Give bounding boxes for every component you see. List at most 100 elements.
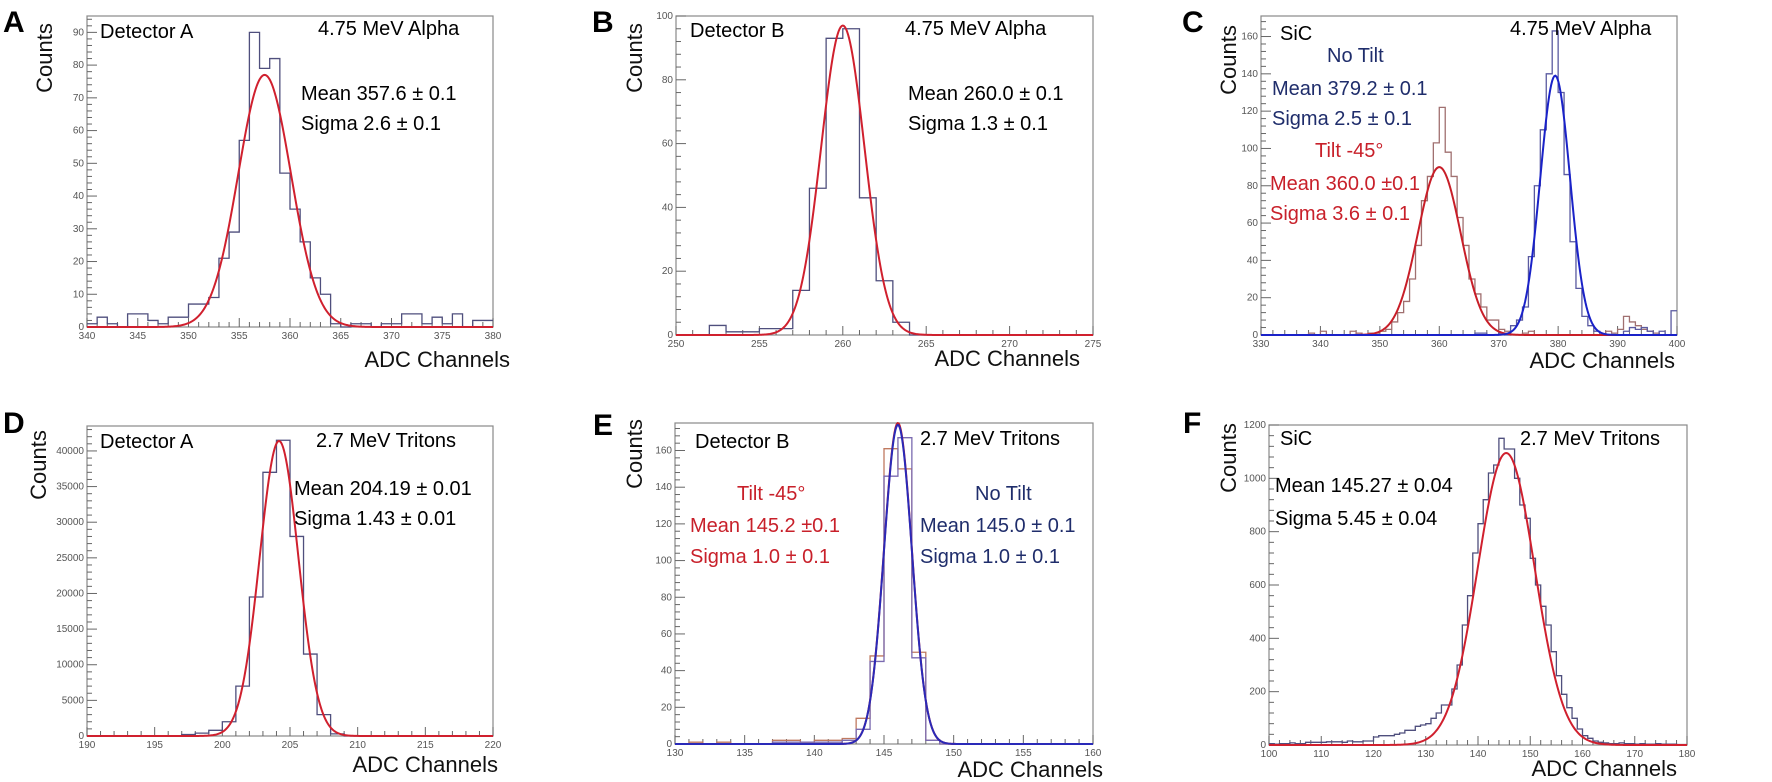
annotation-text: Mean 379.2 ± 0.1 (1272, 78, 1428, 100)
y-tick-label: 120 (655, 519, 672, 530)
y-tick-label: 160 (655, 446, 672, 457)
x-tick-label: 345 (129, 331, 146, 342)
y-tick-label: 30 (73, 224, 85, 235)
y-tick-label: 40000 (56, 446, 84, 457)
plot-frame (1268, 424, 1688, 746)
y-tick-label: 400 (1249, 633, 1266, 644)
y-tick-label: 80 (661, 592, 673, 603)
x-tick-label: 270 (1001, 339, 1018, 350)
x-tick-label: 330 (1253, 339, 1270, 350)
x-tick-label: 350 (1372, 339, 1389, 350)
y-tick-label: 100 (1241, 143, 1258, 154)
y-tick-label: 800 (1249, 527, 1266, 538)
y-axis-title: Counts (622, 419, 647, 489)
x-tick-label: 360 (282, 331, 299, 342)
x-tick-label: 135 (736, 748, 753, 759)
annotation-text: SiC (1280, 428, 1312, 450)
x-tick-label: 210 (349, 740, 366, 751)
annotation-text: Mean 360.0 ±0.1 (1270, 173, 1420, 195)
x-tick-label: 380 (1550, 339, 1567, 350)
annotation-text: Mean 357.6 ± 0.1 (301, 83, 457, 105)
x-tick-label: 400 (1669, 339, 1686, 350)
x-tick-label: 110 (1313, 749, 1329, 760)
annotation-text: Sigma 2.6 ± 0.1 (301, 113, 441, 135)
x-tick-label: 150 (1522, 749, 1539, 760)
annotation-text: 4.75 MeV Alpha (905, 18, 1047, 40)
x-tick-label: 255 (751, 339, 768, 350)
x-tick-label: 375 (434, 331, 451, 342)
y-tick-label: 600 (1249, 580, 1266, 591)
annotation-text: 2.7 MeV Tritons (316, 430, 456, 452)
y-tick-label: 50 (73, 158, 85, 169)
y-tick-label: 10000 (56, 660, 84, 671)
x-tick-label: 145 (876, 748, 893, 759)
annotation-text: Sigma 1.0 ± 0.1 (690, 546, 830, 568)
x-tick-label: 160 (1085, 748, 1102, 759)
y-tick-label: 0 (666, 739, 672, 750)
y-tick-label: 5000 (62, 695, 85, 706)
y-tick-label: 35000 (56, 482, 84, 493)
y-tick-label: 20 (662, 266, 674, 277)
panel-letter: E (593, 409, 613, 442)
y-tick-label: 90 (73, 27, 85, 38)
x-tick-label: 370 (383, 331, 400, 342)
x-tick-label: 180 (1679, 749, 1696, 760)
y-tick-label: 0 (78, 322, 84, 333)
annotation-text: Detector B (695, 431, 789, 453)
x-axis-title: ADC Channels (1531, 756, 1677, 781)
y-tick-label: 20 (661, 702, 673, 713)
annotation-text: Tilt -45° (1315, 140, 1383, 162)
annotation-text: Sigma 3.6 ± 0.1 (1270, 203, 1410, 225)
y-tick-label: 60 (662, 139, 674, 150)
annotation-text: Tilt -45° (737, 483, 805, 505)
x-tick-label: 360 (1431, 339, 1448, 350)
x-tick-label: 120 (1365, 749, 1382, 760)
annotation-text: Mean 260.0 ± 0.1 (908, 83, 1064, 105)
y-tick-label: 60 (73, 126, 85, 137)
annotation-text: Detector A (100, 431, 194, 453)
annotation-text: Sigma 2.5 ± 0.1 (1272, 108, 1412, 130)
y-tick-label: 200 (1249, 687, 1266, 698)
x-tick-label: 140 (806, 748, 823, 759)
y-tick-label: 20 (73, 257, 85, 268)
histogram-panel-c: 330 340 350 360 370 380 390 400 0 20 40 60 80 100 120 1… (1182, 6, 1686, 373)
y-tick-label: 140 (655, 482, 672, 493)
histogram-panel-d: 190 195 200 205 210 215 220 0 5000 10000 15000 2000… (3, 407, 502, 777)
y-tick-label: 80 (662, 75, 674, 86)
x-tick-label: 390 (1609, 339, 1626, 350)
histogram-series-0 (1269, 437, 1687, 746)
x-tick-label: 275 (1085, 339, 1102, 350)
histogram-panel-a: 340 345 350 355 360 365 370 375 380 0 10 20 30 40 50 60… (3, 6, 510, 372)
x-tick-label: 100 (1261, 749, 1278, 760)
y-tick-label: 40 (1247, 255, 1259, 266)
y-tick-label: 0 (78, 731, 84, 742)
x-tick-label: 155 (1015, 748, 1032, 759)
y-tick-label: 30000 (56, 517, 84, 528)
annotation-text: SiC (1280, 23, 1312, 45)
panel-letter: F (1183, 407, 1201, 440)
gaussian-fit-curve-1 (1261, 74, 1677, 336)
x-tick-label: 130 (667, 748, 684, 759)
y-axis-title: Counts (1216, 25, 1241, 95)
y-tick-label: 60 (661, 629, 673, 640)
x-tick-label: 160 (1574, 749, 1591, 760)
panel-letter: A (3, 6, 25, 39)
x-tick-label: 380 (485, 331, 502, 342)
y-tick-label: 40 (661, 666, 673, 677)
annotation-text: 2.7 MeV Tritons (1520, 428, 1660, 450)
y-tick-label: 10 (73, 289, 85, 300)
x-tick-label: 370 (1490, 339, 1507, 350)
y-tick-label: 160 (1241, 32, 1258, 43)
annotation-text: Sigma 5.45 ± 0.04 (1275, 508, 1437, 530)
x-tick-label: 130 (1417, 749, 1434, 760)
annotation-text: Mean 145.27 ± 0.04 (1275, 475, 1453, 497)
x-tick-label: 355 (231, 331, 248, 342)
y-axis-title: Counts (1216, 423, 1241, 493)
annotation-text: Mean 204.19 ± 0.01 (294, 478, 472, 500)
gaussian-fit-curve-0 (87, 439, 493, 737)
y-tick-label: 0 (1260, 740, 1266, 751)
y-tick-label: 1200 (1244, 420, 1267, 431)
y-tick-label: 1000 (1244, 473, 1267, 484)
y-tick-label: 80 (73, 60, 85, 71)
x-tick-label: 350 (180, 331, 197, 342)
